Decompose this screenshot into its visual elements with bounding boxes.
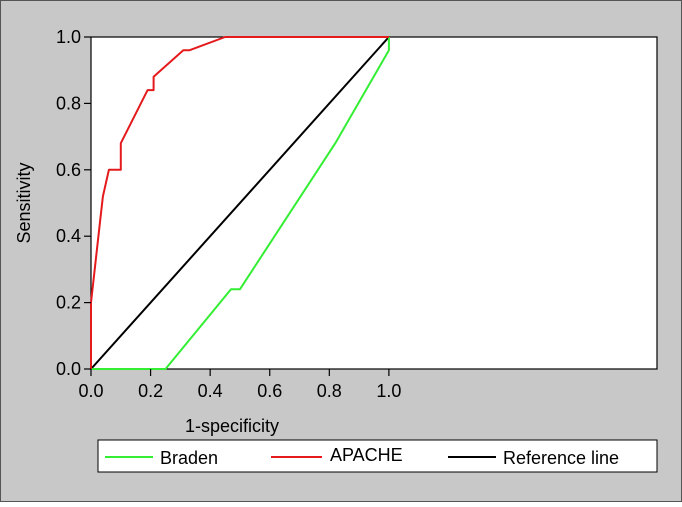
x-tick-label: 0.4 bbox=[198, 381, 223, 401]
x-tick-label: 1.0 bbox=[376, 381, 401, 401]
legend-label-braden: Braden bbox=[160, 448, 218, 468]
plot-area bbox=[90, 36, 658, 370]
y-tick-label: 0.0 bbox=[56, 359, 81, 379]
y-tick-label: 0.2 bbox=[56, 293, 81, 313]
series-line-braden bbox=[91, 37, 390, 370]
y-tick-label: 1.0 bbox=[56, 27, 81, 47]
legend-label-apache: APACHE bbox=[330, 445, 403, 465]
series-line-reference-line bbox=[90, 36, 390, 370]
tick-layer: 0.0 0.2 0.4 0.6 0.8 1.0 0.0 0.2 0.4 0.6 0.8 1.0 bbox=[56, 27, 401, 401]
legend-box bbox=[97, 439, 658, 473]
y-tick-label: 0.8 bbox=[56, 93, 81, 113]
x-axis-label: 1-specificity bbox=[185, 416, 279, 436]
y-axis-label: Sensitivity bbox=[14, 162, 34, 243]
x-tick-label: 0.6 bbox=[257, 381, 282, 401]
x-tick-label: 0.0 bbox=[78, 381, 103, 401]
legend: Braden APACHE Reference line bbox=[97, 439, 658, 473]
series-layer bbox=[90, 36, 390, 370]
series-line-apache bbox=[90, 36, 389, 369]
x-tick-label: 0.2 bbox=[138, 381, 163, 401]
y-tick-label: 0.4 bbox=[56, 226, 81, 246]
legend-label-reference-line: Reference line bbox=[503, 448, 619, 468]
y-tick-label: 0.6 bbox=[56, 160, 81, 180]
x-tick-label: 0.8 bbox=[317, 381, 342, 401]
